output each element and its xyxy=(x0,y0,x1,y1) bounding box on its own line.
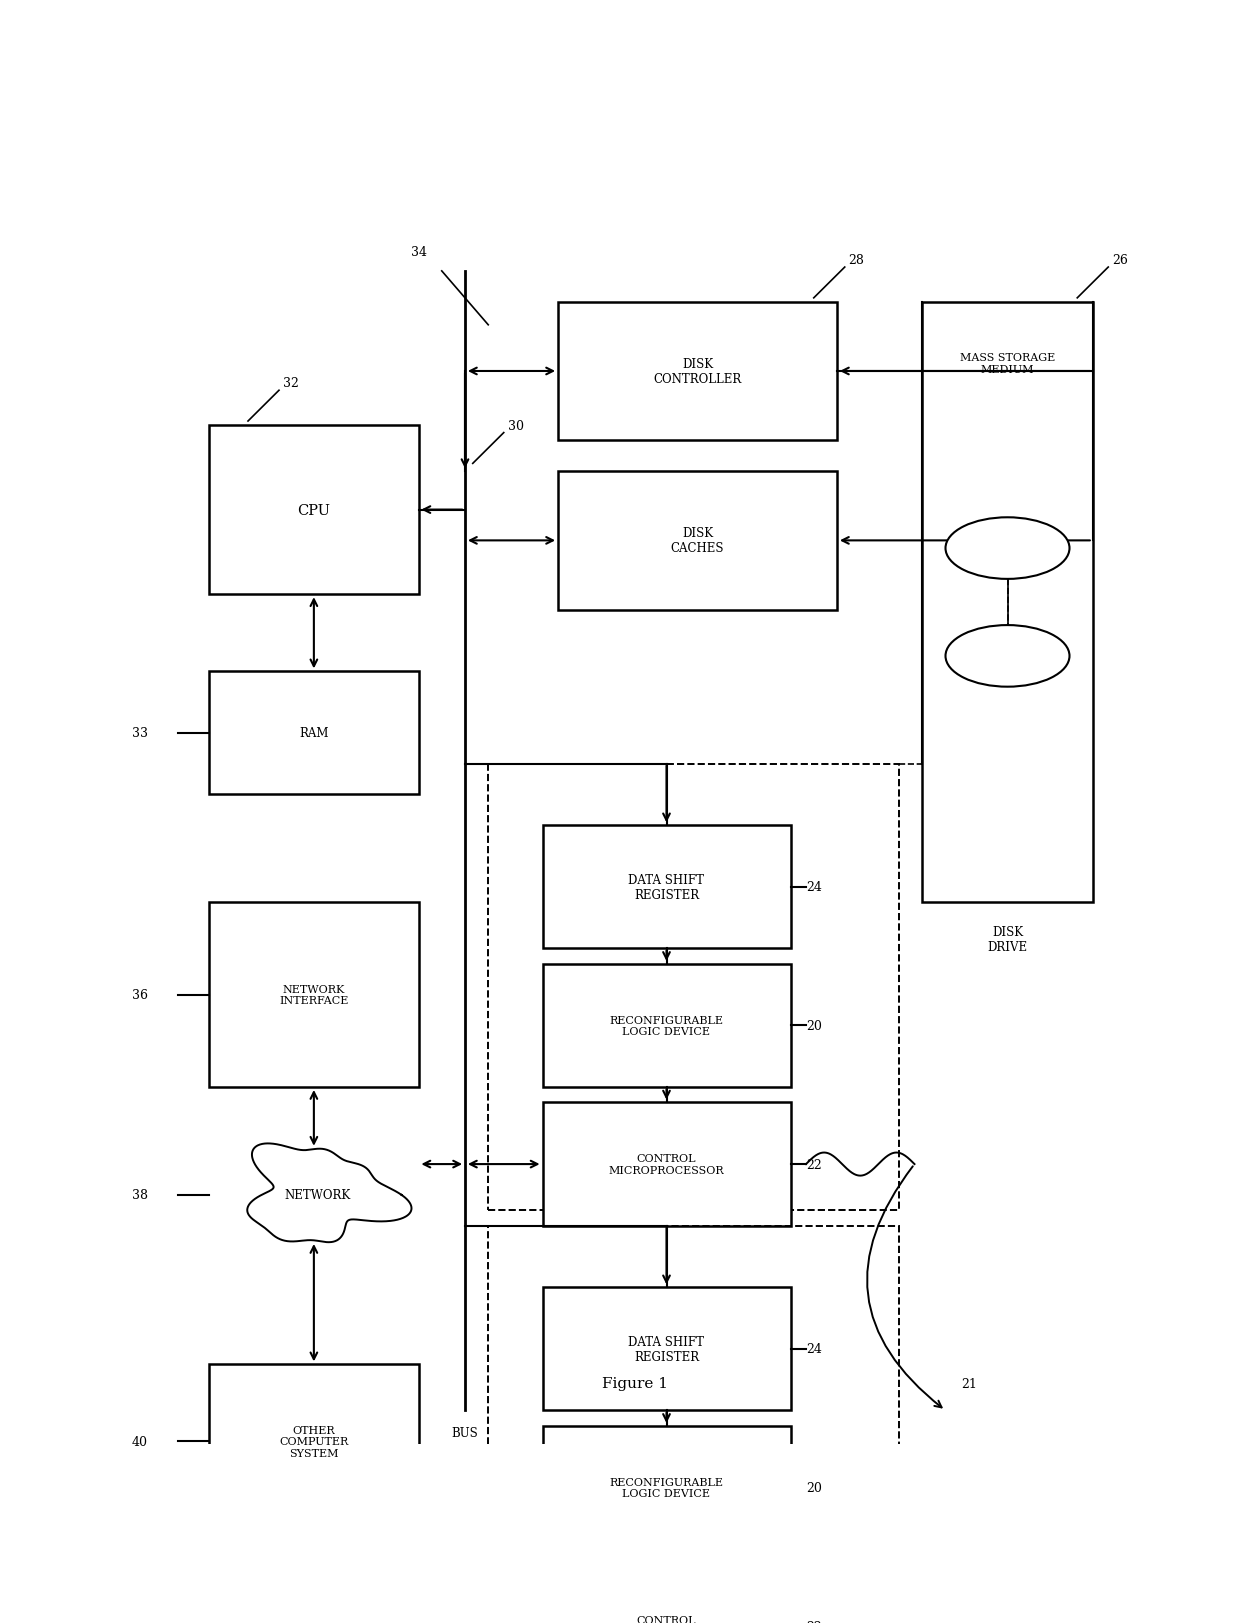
Bar xyxy=(543,826,791,949)
Bar xyxy=(558,472,837,610)
Text: 30: 30 xyxy=(507,419,523,432)
Bar xyxy=(543,1287,791,1410)
Text: MASS STORAGE
MEDIUM: MASS STORAGE MEDIUM xyxy=(960,354,1055,375)
Bar xyxy=(558,302,837,441)
Bar xyxy=(489,764,899,1211)
Text: 20: 20 xyxy=(806,1019,822,1032)
Text: NETWORK
INTERFACE: NETWORK INTERFACE xyxy=(279,984,348,1006)
Text: Figure 1: Figure 1 xyxy=(603,1376,668,1389)
Text: DATA SHIFT
REGISTER: DATA SHIFT REGISTER xyxy=(629,873,704,901)
Bar xyxy=(210,1365,419,1519)
Text: CONTROL
MICROPROCESSOR: CONTROL MICROPROCESSOR xyxy=(609,1154,724,1175)
Text: RAM: RAM xyxy=(299,727,329,740)
Text: CONTROL
MICROPROCESSOR: CONTROL MICROPROCESSOR xyxy=(609,1615,724,1623)
Text: 38: 38 xyxy=(131,1188,148,1201)
Text: 28: 28 xyxy=(848,255,864,268)
Text: RECONFIGURABLE
LOGIC DEVICE: RECONFIGURABLE LOGIC DEVICE xyxy=(610,1477,723,1498)
Text: 40: 40 xyxy=(131,1435,148,1448)
Text: 24: 24 xyxy=(806,1342,822,1355)
Bar xyxy=(543,964,791,1087)
Bar xyxy=(923,302,1092,902)
Text: 34: 34 xyxy=(410,247,427,260)
Bar xyxy=(489,1225,899,1623)
Text: BUS: BUS xyxy=(451,1427,479,1440)
Text: NETWORK: NETWORK xyxy=(285,1188,351,1201)
Bar xyxy=(210,902,419,1087)
Text: 32: 32 xyxy=(283,377,299,390)
Bar xyxy=(543,1102,791,1225)
Bar xyxy=(210,425,419,596)
Text: CPU: CPU xyxy=(298,503,330,518)
Text: DISK
CACHES: DISK CACHES xyxy=(671,527,724,555)
Text: RECONFIGURABLE
LOGIC DEVICE: RECONFIGURABLE LOGIC DEVICE xyxy=(610,1014,723,1037)
Text: 36: 36 xyxy=(131,988,148,1001)
Text: 33: 33 xyxy=(131,727,148,740)
Bar xyxy=(210,672,419,795)
Text: 21: 21 xyxy=(961,1378,977,1391)
Text: 26: 26 xyxy=(1112,255,1128,268)
Polygon shape xyxy=(247,1144,412,1243)
Text: 22: 22 xyxy=(806,1157,822,1170)
Text: 20: 20 xyxy=(806,1482,822,1495)
Bar xyxy=(543,1565,791,1623)
Text: DISK
DRIVE: DISK DRIVE xyxy=(987,925,1028,954)
Text: DATA SHIFT
REGISTER: DATA SHIFT REGISTER xyxy=(629,1336,704,1363)
Bar xyxy=(543,1427,791,1548)
Text: DISK
CONTROLLER: DISK CONTROLLER xyxy=(653,357,742,386)
Text: OTHER
COMPUTER
SYSTEM: OTHER COMPUTER SYSTEM xyxy=(279,1425,348,1457)
FancyArrowPatch shape xyxy=(867,1167,941,1407)
Text: 24: 24 xyxy=(806,881,822,894)
Text: 22: 22 xyxy=(806,1620,822,1623)
Ellipse shape xyxy=(945,626,1069,687)
Ellipse shape xyxy=(945,518,1069,579)
